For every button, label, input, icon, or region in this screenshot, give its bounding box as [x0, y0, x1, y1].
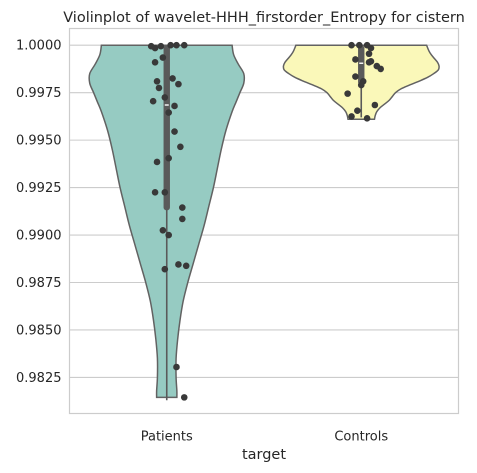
violin-controls: [282, 41, 440, 122]
plot-frame: [68, 27, 460, 415]
data-point: [151, 58, 159, 66]
iqr-box: [163, 45, 170, 211]
data-point: [348, 113, 355, 120]
data-point: [354, 107, 361, 115]
y-tick-label: 0.9900: [16, 229, 62, 244]
data-point: [175, 261, 182, 268]
data-point: [180, 394, 188, 401]
data-point: [348, 41, 355, 49]
data-point: [352, 73, 359, 80]
data-point: [151, 189, 159, 196]
data-point: [149, 97, 157, 105]
data-point: [159, 227, 167, 234]
data-point: [179, 204, 186, 211]
x-axis-label: target: [242, 447, 286, 463]
data-point: [173, 363, 180, 371]
data-point: [367, 44, 375, 52]
data-point: [356, 41, 363, 49]
data-point: [182, 262, 190, 270]
data-point: [175, 80, 182, 88]
y-tick-label: 0.9875: [16, 276, 62, 291]
iqr-box: [358, 45, 365, 86]
data-point: [155, 84, 163, 92]
data-point: [171, 128, 178, 135]
y-tick-label: 0.9950: [16, 134, 62, 149]
x-axis-ticks: Patients Controls: [141, 430, 389, 445]
data-point: [165, 231, 172, 239]
data-point: [167, 41, 174, 49]
data-point: [165, 109, 172, 116]
data-point: [177, 143, 184, 151]
data-point: [173, 41, 180, 49]
data-point: [151, 44, 159, 52]
data-point: [165, 154, 172, 162]
y-axis-ticks: 0.9825 0.9850 0.9875 0.9900 0.9925 0.9950 0.99…: [16, 39, 62, 386]
data-point: [159, 54, 167, 61]
data-point: [153, 158, 161, 166]
data-point: [365, 58, 373, 66]
x-tick-label: Controls: [334, 430, 388, 445]
data-point: [171, 102, 178, 110]
data-point: [153, 77, 161, 85]
y-tick-label: 0.9925: [16, 181, 62, 196]
data-point: [371, 101, 379, 109]
data-point: [161, 265, 169, 273]
data-point: [161, 189, 169, 196]
violin-patients: [88, 41, 246, 401]
violins: [88, 41, 440, 401]
chart-title: Violinplot of wavelet-HHH_firstorder_Ent…: [63, 10, 465, 26]
y-tick-label: 1.0000: [16, 39, 62, 54]
data-point: [169, 75, 176, 82]
data-point: [161, 94, 169, 101]
x-tick-label: Patients: [141, 430, 193, 445]
data-point: [344, 90, 351, 97]
data-point: [179, 215, 186, 223]
y-tick-label: 0.9975: [16, 86, 62, 101]
data-point: [157, 42, 165, 50]
y-tick-label: 0.9850: [16, 323, 62, 338]
y-tick-label: 0.9825: [16, 371, 62, 386]
data-point: [180, 41, 188, 49]
data-point: [365, 50, 373, 58]
data-point: [363, 114, 371, 122]
data-point: [377, 65, 385, 73]
data-point: [352, 56, 359, 63]
data-point: [357, 81, 365, 89]
